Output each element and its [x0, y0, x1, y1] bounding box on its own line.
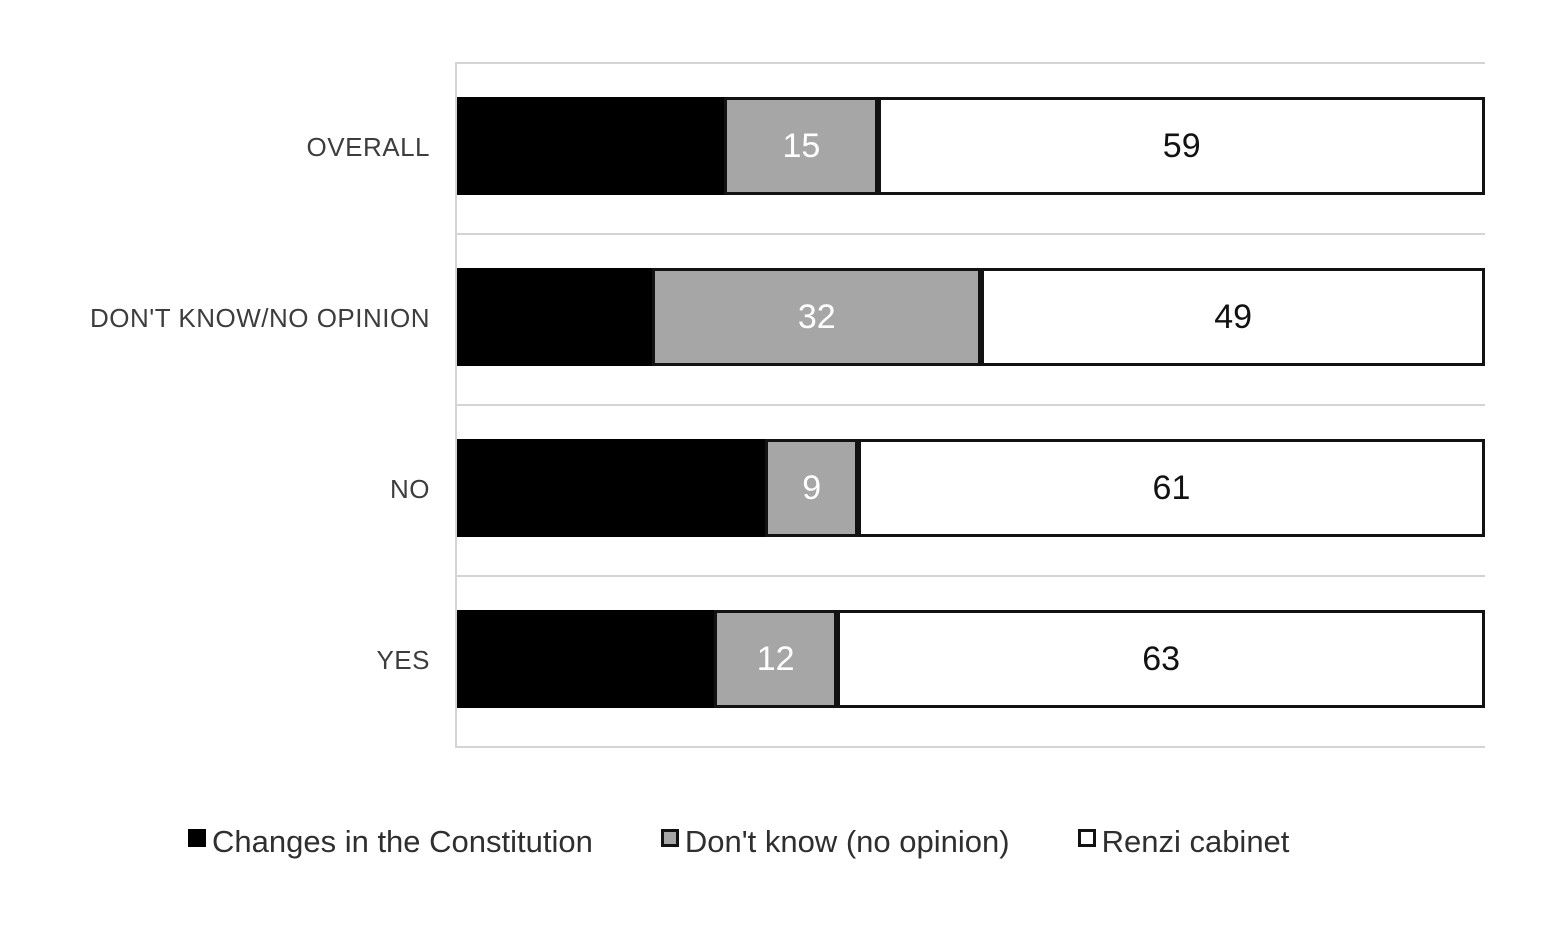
legend-swatch-changes-in-the-constitution-icon [188, 829, 206, 847]
bar-segment-renzi-cabinet: 59 [878, 97, 1485, 195]
category-label-no: NO [390, 474, 430, 504]
stacked-bar-no: 9 61 [457, 439, 1485, 537]
bar-segment-don-t-know-no-opinion: 12 [714, 610, 838, 708]
plot-band: 12 63 [457, 575, 1485, 746]
bar-segment-renzi-cabinet: 61 [857, 439, 1485, 537]
legend: Changes in the Constitution Don't know (n… [188, 824, 1289, 860]
bar-segment-changes-in-the-constitution [457, 97, 725, 195]
stacked-bar-don-t-know-no-opinion: 32 49 [457, 268, 1485, 366]
legend-label: Don't know (no opinion) [684, 824, 1010, 859]
plot-band: 9 61 [457, 404, 1485, 575]
plot-band: 32 49 [457, 233, 1485, 404]
plot-area: 15 59 32 49 9 61 12 63 [455, 62, 1485, 748]
bar-segment-don-t-know-no-opinion: 32 [652, 268, 982, 366]
legend-item-changes-in-the-constitution: Changes in the Constitution [188, 824, 593, 860]
legend-item-don-t-know-no-opinion: Don't know (no opinion) [660, 824, 1010, 860]
plot-band: 15 59 [457, 62, 1485, 233]
stacked-bar-overall: 15 59 [457, 97, 1485, 195]
stacked-bar-yes: 12 63 [457, 610, 1485, 708]
category-label-overall: OVERALL [306, 132, 430, 162]
legend-swatch-don-t-know-no-opinion-icon [660, 829, 679, 847]
bar-segment-changes-in-the-constitution [457, 610, 714, 708]
bar-segment-changes-in-the-constitution [457, 268, 653, 366]
legend-label: Changes in the Constitution [212, 824, 593, 859]
bar-segment-changes-in-the-constitution [457, 439, 766, 537]
bar-segment-don-t-know-no-opinion: 15 [724, 97, 879, 195]
bar-segment-renzi-cabinet: 49 [981, 268, 1485, 366]
legend-swatch-renzi-cabinet-icon [1077, 829, 1096, 847]
legend-label: Renzi cabinet [1101, 824, 1290, 859]
bar-segment-don-t-know-no-opinion: 9 [765, 439, 858, 537]
legend-item-renzi-cabinet: Renzi cabinet [1077, 824, 1290, 860]
category-label-yes: YES [376, 645, 430, 675]
category-label-don-t-know-no-opinion: DON'T KNOW/NO OPINION [90, 303, 430, 333]
bar-segment-renzi-cabinet: 63 [837, 610, 1485, 708]
